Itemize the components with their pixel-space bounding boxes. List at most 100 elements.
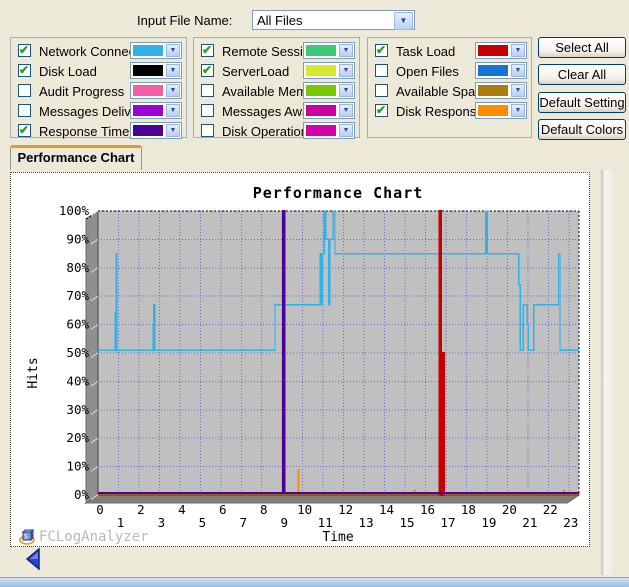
color-dropdown-available-space[interactable]: ▼	[475, 82, 527, 99]
chevron-down-icon[interactable]: ▼	[511, 64, 525, 77]
svg-text:50%: 50%	[66, 345, 89, 360]
series-group-3: ✔Task Load▼Open Files▼Available Space▼✔D…	[367, 37, 532, 138]
svg-text:15: 15	[399, 515, 414, 530]
svg-text:11: 11	[318, 515, 333, 530]
color-dropdown-messages-awaiting[interactable]: ▼	[303, 102, 355, 119]
chevron-down-icon[interactable]: ▼	[339, 64, 353, 77]
series-row-disk-operations: Disk Operations ▼	[194, 121, 359, 141]
input-file-label: Input File Name:	[137, 13, 232, 28]
checkbox-disk-load[interactable]: ✔	[18, 64, 31, 77]
svg-text:4: 4	[178, 502, 186, 517]
color-dropdown-available-memory[interactable]: ▼	[303, 82, 355, 99]
color-dropdown-messages-delivered[interactable]: ▼	[130, 102, 182, 119]
chevron-down-icon[interactable]: ▼	[339, 44, 353, 57]
series-row-serverload: ✔ ServerLoad ▼	[194, 61, 359, 81]
checkbox-open-files[interactable]	[375, 64, 388, 77]
chevron-down-icon[interactable]: ▼	[511, 44, 525, 57]
svg-text:10: 10	[297, 502, 312, 517]
svg-text:6: 6	[219, 502, 227, 517]
checkbox-remote-session[interactable]: ✔	[201, 44, 214, 57]
input-file-value: All Files	[257, 13, 303, 28]
svg-text:18: 18	[461, 502, 476, 517]
series-label: Open Files	[396, 64, 459, 79]
checkbox-disk-operations[interactable]	[201, 124, 214, 137]
checkbox-available-memory[interactable]	[201, 84, 214, 97]
series-row-messages-delivered: Messages Delivered▼	[11, 101, 186, 121]
svg-text:100%: 100%	[59, 203, 90, 218]
svg-text:17: 17	[440, 515, 455, 530]
color-swatch	[478, 65, 508, 76]
chevron-down-icon[interactable]: ▼	[511, 104, 525, 117]
svg-text:20%: 20%	[66, 430, 89, 445]
input-file-dropdown[interactable]: All Files ▼	[252, 10, 415, 30]
svg-text:30%: 30%	[66, 402, 89, 417]
default-colors-button[interactable]: Default Colors	[538, 119, 626, 140]
svg-text:13: 13	[359, 515, 374, 530]
color-dropdown-remote-session[interactable]: ▼	[303, 42, 355, 59]
color-dropdown-disk-operations[interactable]: ▼	[303, 122, 355, 139]
chevron-down-icon[interactable]: ▼	[166, 124, 180, 137]
svg-text:22: 22	[543, 502, 558, 517]
color-swatch	[306, 105, 336, 116]
series-label: Disk Load	[39, 64, 97, 79]
color-dropdown-disk-load[interactable]: ▼	[130, 62, 182, 79]
svg-text:40%: 40%	[66, 373, 89, 388]
checkbox-serverload[interactable]: ✔	[201, 64, 214, 77]
color-dropdown-open-files[interactable]: ▼	[475, 62, 527, 79]
color-dropdown-disk-response-time[interactable]: ▼	[475, 102, 527, 119]
select-all-button[interactable]: Select All	[538, 37, 626, 58]
chevron-down-icon[interactable]: ▼	[511, 84, 525, 97]
series-label: Disk Operations	[222, 124, 314, 139]
color-dropdown-network-connections[interactable]: ▼	[130, 42, 182, 59]
svg-text:60%: 60%	[66, 317, 89, 332]
series-row-disk-load: ✔ Disk Load ▼	[11, 61, 186, 81]
series-row-audit-progress: Audit Progress ▼	[11, 81, 186, 101]
back-arrow-button[interactable]	[26, 548, 41, 570]
checkbox-response-time[interactable]: ✔	[18, 124, 31, 137]
window-edge	[601, 170, 613, 575]
color-dropdown-audit-progress[interactable]: ▼	[130, 82, 182, 99]
svg-text:9: 9	[280, 515, 288, 530]
svg-text:21: 21	[522, 515, 537, 530]
chevron-down-icon[interactable]: ▼	[166, 104, 180, 117]
color-swatch	[306, 85, 336, 96]
svg-text:8: 8	[260, 502, 268, 517]
default-setting-button[interactable]: Default Setting	[538, 92, 626, 113]
series-group-1: ✔Network Connections▼✔Disk Load▼Audit Pr…	[10, 37, 187, 138]
checkbox-disk-response-time[interactable]: ✔	[375, 104, 388, 117]
chevron-down-icon[interactable]: ▼	[394, 12, 413, 30]
series-row-open-files: Open Files ▼	[368, 61, 531, 81]
checkbox-messages-awaiting[interactable]	[201, 104, 214, 117]
color-swatch	[133, 105, 163, 116]
chevron-down-icon[interactable]: ▼	[166, 64, 180, 77]
checkbox-available-space[interactable]	[375, 84, 388, 97]
checkbox-task-load[interactable]: ✔	[375, 44, 388, 57]
chevron-down-icon[interactable]: ▼	[339, 124, 353, 137]
color-dropdown-response-time[interactable]: ▼	[130, 122, 182, 139]
series-label: Audit Progress	[39, 84, 124, 99]
svg-text:14: 14	[379, 502, 394, 517]
color-dropdown-serverload[interactable]: ▼	[303, 62, 355, 79]
chevron-down-icon[interactable]: ▼	[166, 44, 180, 57]
series-label: ServerLoad	[222, 64, 289, 79]
series-row-available-space: Available Space▼	[368, 81, 531, 101]
tab-performance-chart[interactable]: Performance Chart	[10, 145, 142, 170]
color-swatch	[306, 65, 336, 76]
series-row-response-time: ✔Response Time▼	[11, 121, 186, 141]
checkbox-audit-progress[interactable]	[18, 84, 31, 97]
chevron-down-icon[interactable]: ▼	[339, 104, 353, 117]
svg-text:3: 3	[158, 515, 166, 530]
svg-text:10%: 10%	[66, 459, 89, 474]
series-row-messages-awaiting: Messages Awaiting▼	[194, 101, 359, 121]
series-row-task-load: ✔Task Load▼	[368, 41, 531, 61]
chevron-down-icon[interactable]: ▼	[166, 84, 180, 97]
color-dropdown-task-load[interactable]: ▼	[475, 42, 527, 59]
svg-text:5: 5	[199, 515, 207, 530]
svg-text:90%: 90%	[66, 231, 89, 246]
checkbox-network-connections[interactable]: ✔	[18, 44, 31, 57]
svg-text:0: 0	[96, 502, 104, 517]
checkbox-messages-delivered[interactable]	[18, 104, 31, 117]
fcloganalyzer-logo-icon: S	[19, 529, 35, 545]
chevron-down-icon[interactable]: ▼	[339, 84, 353, 97]
clear-all-button[interactable]: Clear All	[538, 64, 626, 85]
